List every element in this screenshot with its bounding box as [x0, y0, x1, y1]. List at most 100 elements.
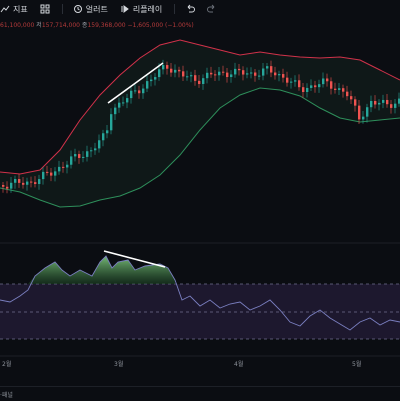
- candle-body: [250, 72, 253, 74]
- candle-body: [62, 166, 65, 168]
- candle-body: [318, 84, 321, 88]
- candle-body: [178, 69, 181, 72]
- candle-body: [382, 99, 385, 103]
- rsi-overbought-fill: [28, 256, 175, 284]
- candle-body: [242, 70, 245, 75]
- candle-body: [98, 140, 101, 149]
- ohlc-close-value: 159,368,000 −1,605,000 (−1.00%): [87, 22, 194, 29]
- candle-body: [30, 181, 33, 183]
- candle-body: [34, 182, 37, 184]
- candle-body: [118, 102, 121, 108]
- toolbar-item-replay[interactable]: 리플레이: [120, 4, 162, 15]
- candle-body: [146, 81, 149, 89]
- candle-body: [338, 88, 341, 90]
- candle-body: [362, 116, 365, 120]
- candle-body: [46, 171, 49, 173]
- candle-body: [10, 182, 13, 189]
- candle-body: [166, 65, 169, 69]
- ohlc-low-label: 저: [36, 22, 42, 29]
- candle-body: [86, 151, 89, 157]
- candle-body: [206, 72, 209, 79]
- candle-body: [286, 77, 289, 83]
- toolbar-item-redo[interactable]: [207, 4, 217, 14]
- toolbar-item-alert[interactable]: 얼러트: [73, 4, 108, 15]
- candle-body: [138, 90, 141, 94]
- alert-clock-icon: [73, 5, 82, 13]
- candle-body: [262, 68, 265, 76]
- candle-body: [174, 69, 177, 73]
- candle-body: [322, 78, 325, 85]
- candle-body: [354, 99, 357, 106]
- candle-body: [82, 156, 85, 158]
- candle-body: [342, 88, 345, 92]
- candle-body: [254, 72, 257, 76]
- candle-body: [310, 85, 313, 88]
- candle-body: [38, 179, 41, 184]
- candle-body: [346, 91, 349, 97]
- candle-body: [238, 68, 241, 71]
- candle-body: [122, 102, 125, 104]
- trendline-price: [107, 62, 164, 104]
- time-axis[interactable]: 2월 3월 4월 5월: [0, 356, 400, 368]
- candle-body: [114, 107, 117, 115]
- candle-body: [378, 102, 381, 105]
- candle-body: [6, 186, 9, 189]
- candle-body: [182, 71, 185, 77]
- candle-body: [394, 103, 397, 108]
- candle-body: [298, 80, 301, 88]
- bollinger-fill: [0, 40, 400, 207]
- candle-body: [270, 66, 273, 73]
- candle-body: [42, 171, 45, 180]
- candle-body: [314, 85, 317, 88]
- candle-body: [366, 107, 369, 117]
- candlesticks: [2, 59, 400, 194]
- candle-body: [218, 71, 221, 76]
- candle-body: [142, 88, 145, 94]
- candle-body: [194, 75, 197, 81]
- candle-body: [302, 87, 305, 93]
- toolbar-item-layout[interactable]: [40, 4, 50, 14]
- candle-body: [170, 68, 173, 73]
- candle-body: [266, 66, 269, 69]
- toolbar-item-indicator[interactable]: 지표: [0, 4, 28, 15]
- candle-body: [70, 156, 73, 165]
- candle-body: [18, 179, 21, 183]
- x-tick-label: 3월: [114, 361, 124, 368]
- candle-body: [390, 104, 393, 108]
- candle-body: [214, 74, 217, 76]
- candle-body: [334, 88, 337, 90]
- candle-body: [398, 98, 400, 104]
- candle-body: [358, 105, 361, 120]
- ohlc-legend: 61,100,000 저157,714,000 종159,368,000 −1,…: [0, 20, 194, 29]
- bollinger-upper-band: [0, 39, 400, 175]
- candle-body: [202, 78, 205, 84]
- candle-body: [78, 154, 81, 158]
- candle-body: [198, 80, 201, 84]
- trendline-rsi: [103, 250, 166, 268]
- indicator-icon: [0, 5, 10, 13]
- redo-icon: [207, 4, 215, 13]
- candle-body: [374, 100, 377, 105]
- candle-body: [210, 72, 213, 75]
- candle-body: [130, 90, 133, 99]
- candle-body: [386, 99, 389, 105]
- bottom-panel-bar: ·패널: [0, 386, 400, 401]
- candle-body: [162, 65, 165, 70]
- toolbar-item-undo[interactable]: [185, 4, 196, 14]
- layout-grid-icon: [40, 4, 50, 14]
- candle-body: [282, 74, 285, 78]
- candle-body: [330, 81, 333, 89]
- rsi-line: [0, 255, 400, 331]
- candle-body: [102, 133, 105, 141]
- candle-body: [370, 100, 373, 108]
- panel-tab[interactable]: ·패널: [0, 392, 13, 399]
- x-tick-label: 2월: [2, 361, 12, 368]
- candle-body: [134, 90, 137, 92]
- candle-body: [290, 81, 293, 83]
- candle-body: [74, 154, 77, 157]
- candle-body: [190, 75, 193, 77]
- candle-body: [326, 78, 329, 82]
- candle-body: [94, 148, 97, 151]
- candle-body: [14, 179, 17, 183]
